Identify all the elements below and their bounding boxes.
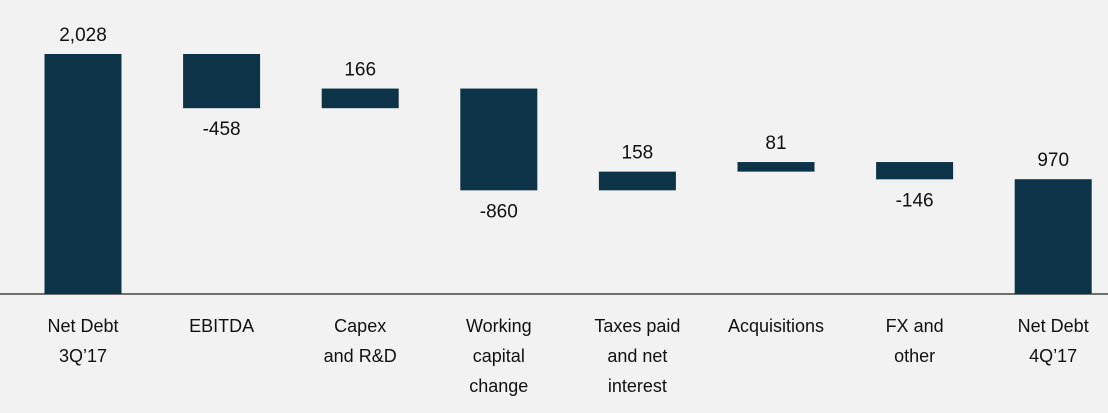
bar — [876, 162, 954, 180]
value-label: -860 — [480, 201, 518, 222]
value-label: 970 — [1037, 150, 1069, 171]
value-label: 166 — [344, 60, 376, 81]
value-label: -458 — [203, 119, 241, 140]
value-label: -146 — [896, 190, 934, 211]
bar — [321, 88, 399, 109]
bar — [737, 162, 815, 172]
value-label: 81 — [765, 133, 786, 154]
category-label: Taxes paid and net interest — [594, 316, 681, 396]
bar — [44, 54, 122, 294]
bar — [598, 171, 676, 191]
bar — [1014, 179, 1092, 294]
category-label: Working capital change — [465, 316, 532, 396]
value-label: 158 — [622, 143, 654, 164]
bar — [183, 54, 261, 109]
value-label: 2,028 — [59, 25, 107, 46]
category-label: Net Debt 3Q’17 — [47, 316, 119, 366]
category-label: Net Debt 4Q’17 — [1017, 316, 1089, 366]
category-label: FX and other — [885, 316, 944, 366]
category-label: Acquisitions — [727, 316, 825, 336]
category-label: Capex and R&D — [323, 316, 397, 366]
category-label: EBITDA — [189, 316, 255, 336]
bar — [460, 88, 538, 191]
